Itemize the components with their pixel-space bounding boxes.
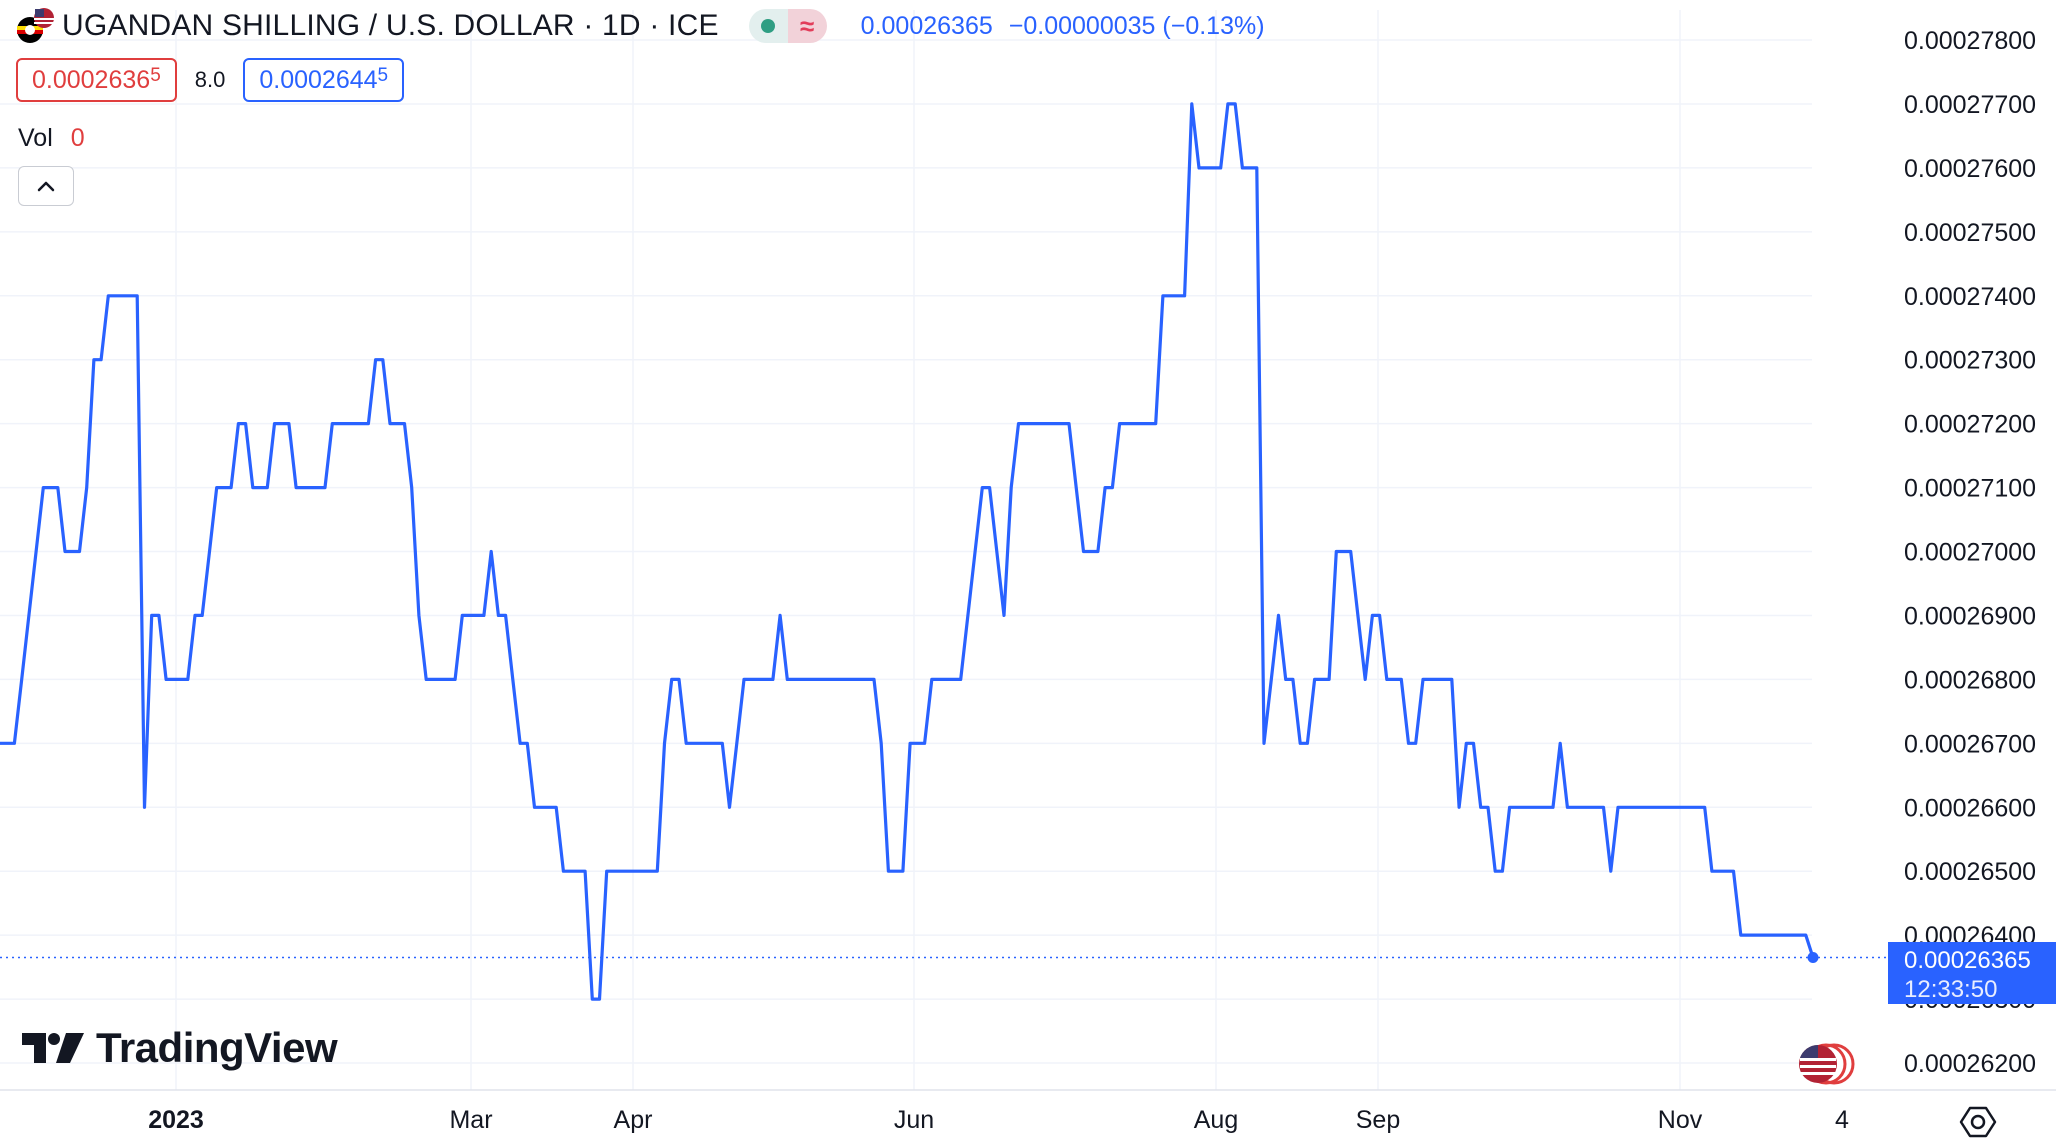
- sell-price: 0.0002636: [32, 65, 151, 94]
- price-axis[interactable]: 0.00027800 0.00027700 0.00027600 0.00027500…: [1904, 27, 2036, 1078]
- time-tick-label: 4: [1835, 1106, 1849, 1134]
- volume-legend[interactable]: Vol 0: [18, 124, 85, 153]
- buy-price-pip: 5: [377, 65, 389, 86]
- tradingview-mark-icon: [22, 1033, 84, 1063]
- time-tick-label: Jun: [894, 1106, 934, 1134]
- last-price: 0.00026365: [860, 11, 993, 40]
- price-tick-label: 0.00027300: [1904, 347, 2036, 375]
- logo-text: TradingView: [96, 1024, 338, 1071]
- symbol-title[interactable]: UGANDAN SHILLING / U.S. DOLLAR · 1D · IC…: [62, 9, 719, 42]
- price-tick-label: 0.00027800: [1904, 27, 2036, 55]
- buy-price: 0.0002644: [259, 65, 378, 94]
- price-tick-label: 0.00027100: [1904, 475, 2036, 503]
- price-tick-label: 0.00026700: [1904, 730, 2036, 758]
- settings-icon[interactable]: [1958, 1102, 1998, 1142]
- volume-label: Vol: [18, 124, 53, 152]
- collapse-legend-button[interactable]: [18, 166, 74, 206]
- price-tick-label: 0.00027500: [1904, 219, 2036, 247]
- price-tick-label: 0.00026200: [1904, 1050, 2036, 1078]
- series-layer: [0, 102, 1888, 1001]
- tradingview-logo[interactable]: TradingView: [22, 1024, 338, 1072]
- delayed-data-icon: ≈: [787, 9, 827, 43]
- price-tick-label: 0.00027700: [1904, 91, 2036, 119]
- price-tick-label: 0.00027600: [1904, 155, 2036, 183]
- price-tick-label: 0.00026800: [1904, 666, 2036, 694]
- quote-row: 0.0002636 5 8.0 0.0002644 5: [16, 58, 405, 102]
- us-flag-icon[interactable]: [1796, 1042, 1858, 1086]
- price-badge-value: 0.00026365: [1904, 947, 2031, 974]
- time-tick-label: Mar: [449, 1106, 492, 1134]
- price-tick-label: 0.00026600: [1904, 794, 2036, 822]
- price-tick-label: 0.00026900: [1904, 602, 2036, 630]
- sell-button[interactable]: 0.0002636 5: [16, 58, 177, 102]
- price-badge: 0.00026365 12:33:50: [1888, 942, 2056, 1004]
- price-series-line[interactable]: [0, 102, 1815, 1001]
- time-tick-label: Sep: [1356, 1106, 1400, 1134]
- uganda-us-flag-icon: [16, 6, 56, 46]
- price-tick-label: 0.00027200: [1904, 411, 2036, 439]
- last-price-point: [1807, 952, 1819, 964]
- sell-price-pip: 5: [150, 65, 161, 86]
- price-tick-label: 0.00027000: [1904, 539, 2036, 567]
- time-tick-label: Aug: [1194, 1106, 1238, 1134]
- buy-button[interactable]: 0.0002644 5: [243, 58, 405, 102]
- chevron-up-icon: [37, 181, 55, 192]
- time-tick-label: Nov: [1658, 1106, 1703, 1134]
- price-tick-label: 0.00026500: [1904, 858, 2036, 886]
- grid-layer: [0, 10, 1812, 1090]
- market-status-pill[interactable]: ≈: [748, 9, 827, 43]
- volume-value: 0: [70, 124, 85, 152]
- time-tick-label: Apr: [614, 1106, 653, 1134]
- time-axis[interactable]: 2023 Mar Apr Jun Aug Sep Nov 4: [148, 1106, 1849, 1134]
- legend-row: UGANDAN SHILLING / U.S. DOLLAR · 1D · IC…: [16, 6, 1265, 46]
- price-tick-label: 0.00027400: [1904, 283, 2036, 311]
- time-tick-label: 2023: [148, 1106, 204, 1134]
- spread-value: 8.0: [194, 67, 226, 92]
- price-change: −0.00000035 (−0.13%): [1008, 11, 1265, 40]
- price-badge-countdown: 12:33:50: [1904, 976, 1997, 1003]
- market-open-icon: [748, 9, 788, 43]
